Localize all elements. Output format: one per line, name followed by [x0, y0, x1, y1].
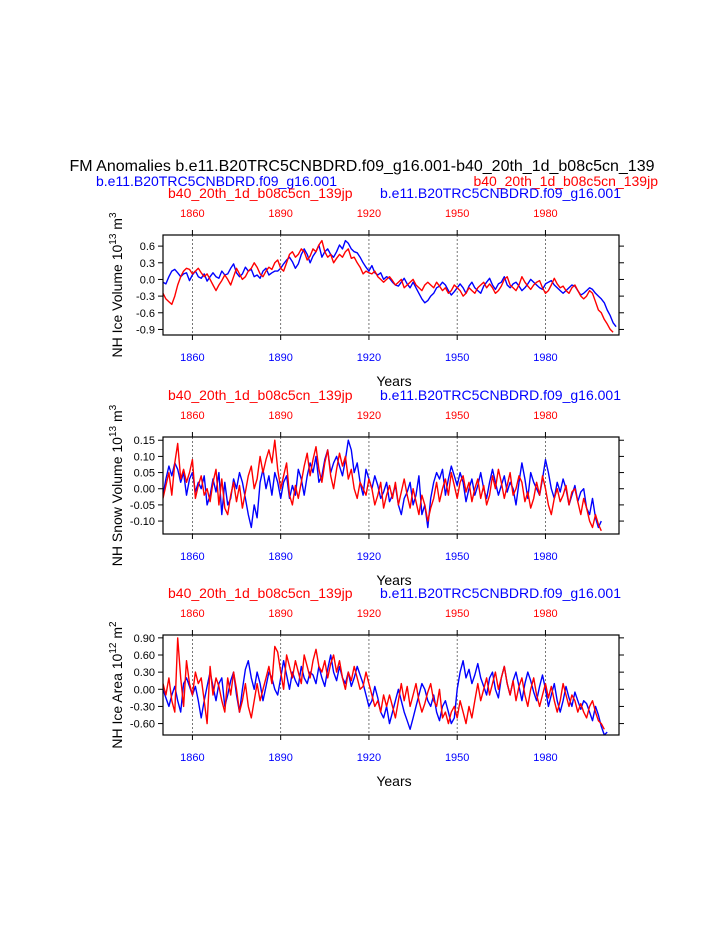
x-tick-label-bottom: 1890 — [268, 551, 292, 563]
y-label-unit-exponent: 3 — [108, 404, 119, 410]
plot-frame — [162, 634, 620, 736]
y-tick-label: -0.30 — [130, 701, 155, 713]
y-label-exponent: 12 — [108, 642, 119, 654]
plot-frame — [162, 436, 620, 535]
x-tick-label-top: 1860 — [180, 410, 204, 422]
y-tick-label: 0.0 — [140, 274, 155, 286]
top-left-label: b40_20th_1d_b08c5cn_139jp — [168, 585, 353, 601]
y-label-unit-exponent: 3 — [108, 212, 119, 218]
series-line-case2 — [163, 637, 605, 730]
left-run-label: b.e11.B20TRC5CNBDRD.f09_g16.001 — [96, 173, 337, 189]
y-tick-label: 0.15 — [134, 435, 155, 447]
x-tick-label-bottom: 1950 — [445, 352, 469, 364]
y-tick-label: 0.90 — [134, 633, 155, 645]
x-tick-label-top: 1920 — [357, 410, 381, 422]
y-label-prefix: NH Ice Volume 10 — [109, 244, 125, 357]
x-tick-label-bottom: 1860 — [180, 352, 204, 364]
y-tick-label: -0.60 — [130, 719, 155, 731]
y-label-unit: m — [109, 627, 125, 643]
y-tick-label: -0.10 — [130, 516, 155, 528]
x-tick-label-top: 1920 — [357, 608, 381, 620]
x-tick-label-bottom: 1890 — [268, 352, 292, 364]
y-tick-label: 0.60 — [134, 650, 155, 662]
series-line-case1 — [163, 654, 608, 735]
x-tick-label-bottom: 1980 — [533, 752, 557, 764]
x-tick-label-top: 1860 — [180, 608, 204, 620]
x-tick-label-bottom: 1980 — [533, 352, 557, 364]
y-tick-label: 0.3 — [140, 258, 155, 270]
figure-title: FM Anomalies b.e11.B20TRC5CNBDRD.f09_g16… — [70, 158, 655, 175]
series-line-case1 — [163, 439, 602, 529]
plot-frame — [162, 234, 620, 336]
right-run-label: b40_20th_1d_b08c5cn_139jp — [473, 173, 658, 189]
x-axis-label: Years — [376, 572, 411, 588]
y-axis-label: NH Ice Volume 1013 m3 — [108, 212, 125, 358]
x-tick-label-bottom: 1950 — [445, 752, 469, 764]
y-tick-label: -0.3 — [136, 291, 155, 303]
y-axis-label: NH Snow Volume 1013 m3 — [108, 404, 125, 566]
x-tick-label-top: 1980 — [533, 608, 557, 620]
y-axis-label: NH Ice Area 1012 m2 — [108, 621, 125, 749]
series-line-case2 — [163, 239, 614, 333]
x-tick-label-top: 1860 — [180, 208, 204, 220]
y-tick-label: 0.6 — [140, 241, 155, 253]
panel-3: b40_20th_1d_b08c5cn_139jp b.e11.B20TRC5CN… — [108, 585, 624, 789]
x-tick-label-bottom: 1860 — [180, 752, 204, 764]
x-tick-label-bottom: 1920 — [357, 352, 381, 364]
x-tick-label-top: 1950 — [445, 608, 469, 620]
x-tick-label-bottom: 1950 — [445, 551, 469, 563]
x-tick-label-bottom: 1890 — [268, 752, 292, 764]
y-label-unit-exponent: 2 — [108, 621, 119, 627]
y-tick-label: 0.05 — [134, 468, 155, 480]
top-right-label: b.e11.B20TRC5CNBDRD.f09_g16.001 — [380, 387, 621, 403]
y-tick-label: 0.30 — [134, 667, 155, 679]
x-tick-label-top: 1980 — [533, 410, 557, 422]
y-label-unit: m — [109, 410, 125, 426]
top-left-label: b40_20th_1d_b08c5cn_139jp — [168, 185, 353, 201]
top-right-label: b.e11.B20TRC5CNBDRD.f09_g16.001 — [380, 585, 621, 601]
x-tick-label-bottom: 1920 — [357, 551, 381, 563]
x-tick-label-top: 1890 — [268, 208, 292, 220]
panel-1: b40_20th_1d_b08c5cn_139jp b.e11.B20TRC5CN… — [108, 185, 624, 389]
x-tick-label-top: 1950 — [445, 208, 469, 220]
y-label-unit: m — [109, 218, 125, 234]
y-label-exponent: 13 — [108, 425, 119, 437]
top-right-label: b.e11.B20TRC5CNBDRD.f09_g16.001 — [380, 185, 621, 201]
y-label-prefix: NH Snow Volume 10 — [109, 437, 125, 566]
x-tick-label-top: 1980 — [533, 208, 557, 220]
top-left-label: b40_20th_1d_b08c5cn_139jp — [168, 387, 353, 403]
x-tick-label-top: 1890 — [268, 608, 292, 620]
x-tick-label-bottom: 1980 — [533, 551, 557, 563]
x-tick-label-top: 1890 — [268, 410, 292, 422]
x-tick-label-top: 1950 — [445, 410, 469, 422]
y-tick-label: -0.6 — [136, 308, 155, 320]
y-label-exponent: 13 — [108, 233, 119, 245]
x-tick-label-top: 1920 — [357, 208, 381, 220]
y-tick-label: -0.05 — [130, 500, 155, 512]
x-tick-label-bottom: 1860 — [180, 551, 204, 563]
y-label-prefix: NH Ice Area 10 — [109, 653, 125, 748]
y-tick-label: 0.10 — [134, 451, 155, 463]
y-tick-label: 0.00 — [134, 684, 155, 696]
x-tick-label-bottom: 1920 — [357, 752, 381, 764]
y-tick-label: -0.9 — [136, 324, 155, 336]
x-axis-label: Years — [376, 373, 411, 389]
series-line-case1 — [163, 239, 617, 328]
y-tick-label: 0.00 — [134, 484, 155, 496]
series-line-case2 — [163, 439, 602, 532]
x-axis-label: Years — [376, 773, 411, 789]
panel-2: b40_20th_1d_b08c5cn_139jp b.e11.B20TRC5CN… — [108, 387, 624, 588]
